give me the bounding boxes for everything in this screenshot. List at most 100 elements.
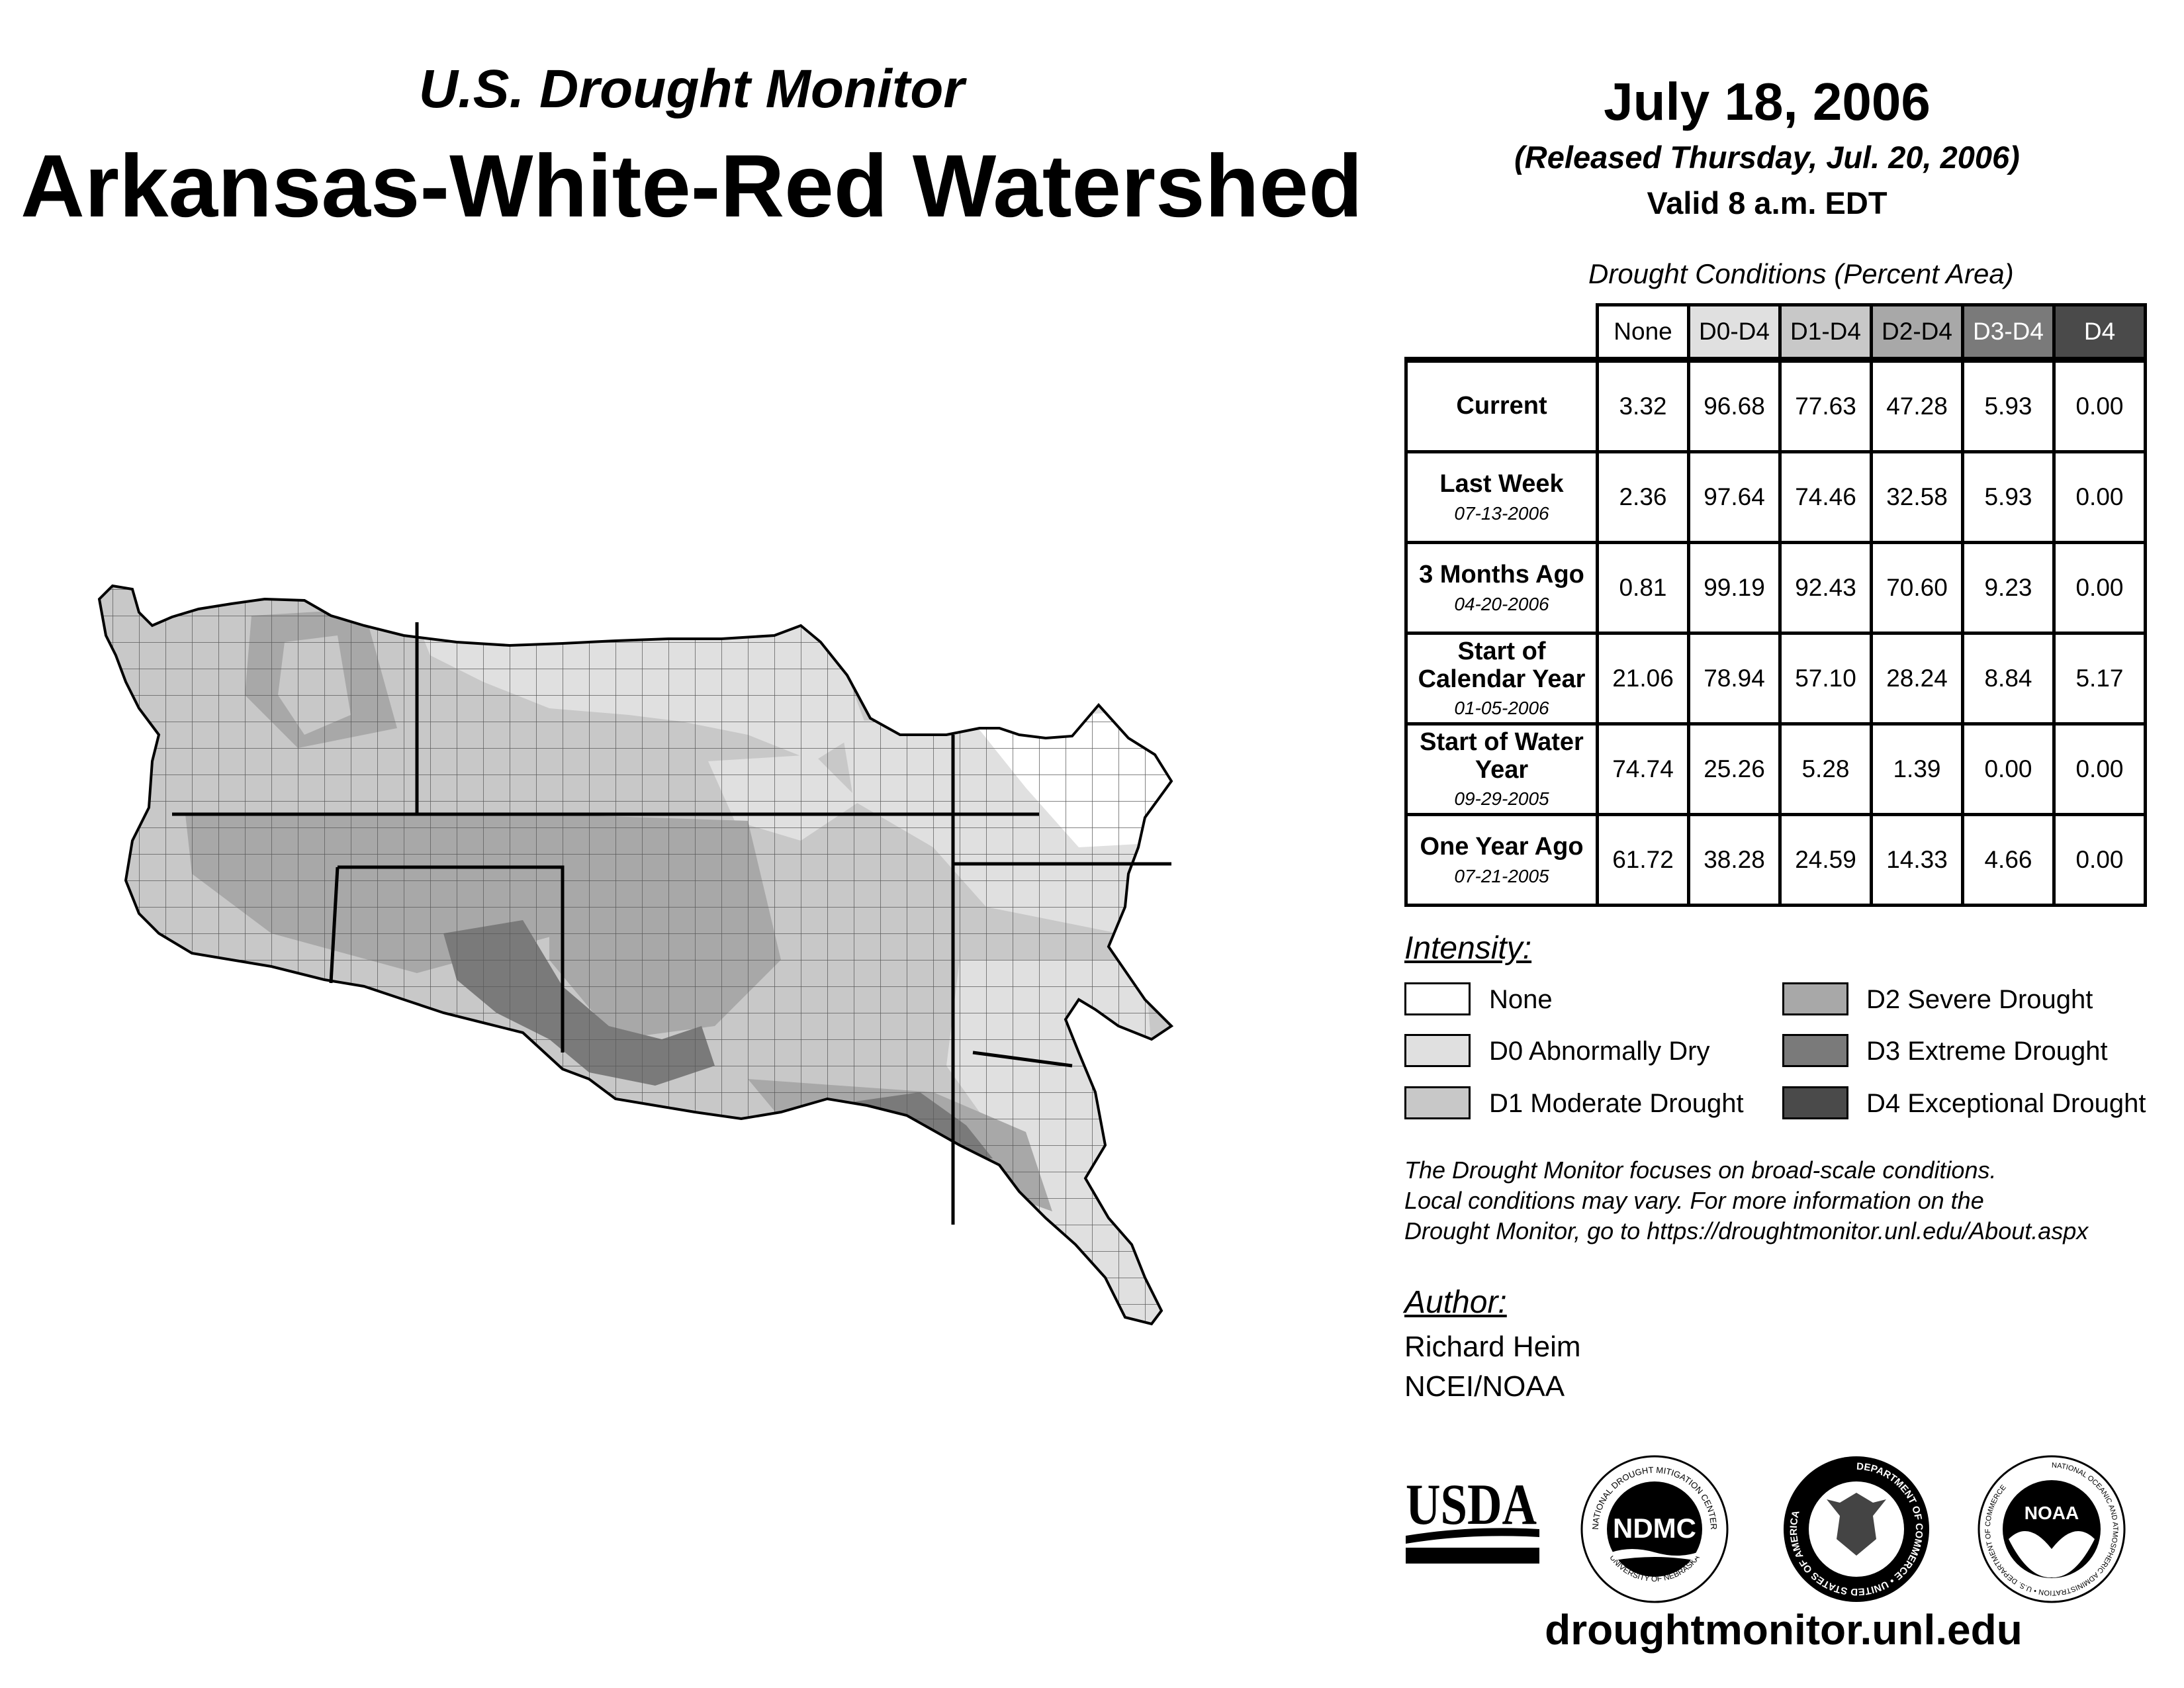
disclaimer: The Drought Monitor focuses on broad-sca… bbox=[1404, 1155, 2165, 1246]
table-corner bbox=[1406, 305, 1599, 361]
table-row-3-months-ago: 3 Months Ago 04-20-2006 0.81 99.19 92.43 … bbox=[1404, 541, 2147, 635]
table-cell: 0.00 bbox=[2052, 450, 2147, 544]
legend-label-d4: D4 Exceptional Drought bbox=[1866, 1089, 2146, 1118]
row-label-text: 3 Months Ago bbox=[1419, 560, 1584, 588]
legend-heading: Intensity: bbox=[1404, 931, 1532, 966]
column-header-d3-d4: D3-D4 bbox=[1961, 303, 2056, 361]
table-cell: 24.59 bbox=[1778, 813, 1873, 907]
table-cell: 3.32 bbox=[1596, 357, 1690, 453]
table-row-last-week: Last Week 07-13-2006 2.36 97.64 74.46 32.… bbox=[1404, 450, 2147, 544]
column-header-d1-d4: D1-D4 bbox=[1778, 303, 1873, 361]
ndmc-logo-wave bbox=[1612, 1549, 1698, 1560]
drought-conditions-table: None D0-D4 D1-D4 D2-D4 D3-D4 D4 Current … bbox=[1404, 303, 2147, 907]
table-row-start-of-calendar-year: Start of Calendar Year 01-05-2006 21.06 7… bbox=[1404, 632, 2147, 726]
row-label-text: Current bbox=[1456, 392, 1547, 420]
table-cell: 77.63 bbox=[1778, 357, 1873, 453]
row-label-text: Last Week bbox=[1439, 469, 1564, 498]
table-cell: 25.26 bbox=[1687, 722, 1782, 816]
map-subtitle: U.S. Drought Monitor bbox=[418, 59, 965, 119]
row-label: 3 Months Ago 04-20-2006 bbox=[1404, 541, 1599, 635]
legend-label-d0: D0 Abnormally Dry bbox=[1489, 1037, 1710, 1066]
author-org: NCEI/NOAA bbox=[1404, 1370, 1565, 1403]
legend-label-none: None bbox=[1489, 985, 1553, 1014]
column-header-d2-d4: D2-D4 bbox=[1870, 303, 1964, 361]
state-border-nm-tx bbox=[329, 867, 340, 984]
table-cell: 74.74 bbox=[1596, 722, 1690, 816]
table-cell: 0.00 bbox=[2052, 722, 2147, 816]
author-name: Richard Heim bbox=[1404, 1331, 1581, 1363]
author-heading: Author: bbox=[1404, 1285, 1507, 1320]
table-cell: 70.60 bbox=[1870, 541, 1964, 635]
usda-logo-text: USDA bbox=[1406, 1473, 1537, 1537]
row-label: Current bbox=[1404, 357, 1599, 453]
noaa-logo: NATIONAL OCEANIC AND ATMOSPHERIC ADMINIS… bbox=[1978, 1455, 2126, 1603]
website-link[interactable]: droughtmonitor.unl.edu bbox=[1545, 1606, 2023, 1654]
eagle-icon bbox=[1827, 1493, 1886, 1556]
table-cell: 0.00 bbox=[2052, 357, 2147, 453]
table-row-one-year-ago: One Year Ago 07-21-2005 61.72 38.28 24.59… bbox=[1404, 813, 2147, 907]
table-cell: 32.58 bbox=[1870, 450, 1964, 544]
usda-logo-bar bbox=[1406, 1548, 1539, 1564]
row-label: Start of Water Year 09-29-2005 bbox=[1404, 722, 1599, 816]
legend-swatch-d2 bbox=[1782, 982, 1848, 1015]
row-label-text: One Year Ago bbox=[1420, 832, 1584, 861]
table-cell: 21.06 bbox=[1596, 632, 1690, 726]
row-label: Start of Calendar Year 01-05-2006 bbox=[1404, 632, 1599, 726]
table-cell: 97.64 bbox=[1687, 450, 1782, 544]
map-date: July 18, 2006 bbox=[1604, 72, 1931, 131]
legend-swatch-d4 bbox=[1782, 1086, 1848, 1119]
row-date: 07-13-2006 bbox=[1454, 502, 1549, 524]
usda-logo: USDA bbox=[1406, 1473, 1539, 1564]
row-label-text: Start of Calendar Year bbox=[1418, 637, 1586, 693]
table-cell: 5.93 bbox=[1961, 450, 2056, 544]
table-cell: 8.84 bbox=[1961, 632, 2056, 726]
table-cell: 61.72 bbox=[1596, 813, 1690, 907]
table-cell: 14.33 bbox=[1870, 813, 1964, 907]
ndmc-logo-text: NDMC bbox=[1613, 1513, 1696, 1544]
noaa-bird-icon bbox=[2009, 1531, 2095, 1578]
table-cell: 47.28 bbox=[1870, 357, 1964, 453]
table-row-start-of-water-year: Start of Water Year 09-29-2005 74.74 25.2… bbox=[1404, 722, 2147, 816]
disclaimer-line: Drought Monitor, go to https://droughtmo… bbox=[1404, 1217, 2089, 1245]
disclaimer-line: Local conditions may vary. For more info… bbox=[1404, 1187, 1984, 1215]
legend-label-d1: D1 Moderate Drought bbox=[1489, 1089, 1744, 1118]
row-date: 09-29-2005 bbox=[1454, 788, 1549, 810]
table-cell: 57.10 bbox=[1778, 632, 1873, 726]
table-cell: 28.24 bbox=[1870, 632, 1964, 726]
disclaimer-line: The Drought Monitor focuses on broad-sca… bbox=[1404, 1156, 1997, 1184]
state-border-tx-panhandle bbox=[338, 865, 565, 1053]
table-cell: 5.28 bbox=[1778, 722, 1873, 816]
column-header-d4: D4 bbox=[2052, 303, 2147, 361]
table-cell: 1.39 bbox=[1870, 722, 1964, 816]
legend-swatch-d1 bbox=[1404, 1086, 1471, 1119]
legend-swatch-d0 bbox=[1404, 1034, 1471, 1067]
valid-time: Valid 8 a.m. EDT bbox=[1647, 185, 1888, 220]
row-label-text: Start of Water Year bbox=[1420, 727, 1584, 784]
table-cell: 2.36 bbox=[1596, 450, 1690, 544]
column-header-none: None bbox=[1596, 303, 1690, 361]
commerce-seal: DEPARTMENT OF COMMERCE • UNITED STATES O… bbox=[1784, 1456, 1929, 1602]
legend-label-d3: D3 Extreme Drought bbox=[1866, 1037, 2108, 1066]
table-cell: 5.93 bbox=[1961, 357, 2056, 453]
date-block: July 18, 2006 (Released Thursday, Jul. 2… bbox=[1489, 71, 2045, 221]
legend-swatch-none bbox=[1404, 982, 1471, 1015]
map-title: Arkansas-White-Red Watershed bbox=[21, 137, 1363, 236]
row-date: 07-21-2005 bbox=[1454, 865, 1549, 886]
legend-swatch-d3 bbox=[1782, 1034, 1848, 1067]
table-row-current: Current 3.32 96.68 77.63 47.28 5.93 0.00 bbox=[1404, 357, 2147, 453]
row-date: 01-05-2006 bbox=[1454, 698, 1549, 719]
table-cell: 0.81 bbox=[1596, 541, 1690, 635]
row-label: Last Week 07-13-2006 bbox=[1404, 450, 1599, 544]
table-cell: 0.00 bbox=[2052, 813, 2147, 907]
table-cell: 74.46 bbox=[1778, 450, 1873, 544]
watershed-map bbox=[97, 584, 1174, 1326]
table-cell: 9.23 bbox=[1961, 541, 2056, 635]
table-cell: 92.43 bbox=[1778, 541, 1873, 635]
row-date: 04-20-2006 bbox=[1454, 593, 1549, 614]
legend-label-d2: D2 Severe Drought bbox=[1866, 985, 2093, 1014]
release-date: (Released Thursday, Jul. 20, 2006) bbox=[1514, 140, 2020, 175]
table-caption: Drought Conditions (Percent Area) bbox=[1588, 258, 2014, 289]
table-cell: 0.00 bbox=[1961, 722, 2056, 816]
table-header-row: None D0-D4 D1-D4 D2-D4 D3-D4 D4 bbox=[1406, 303, 2147, 361]
table-cell: 96.68 bbox=[1687, 357, 1782, 453]
